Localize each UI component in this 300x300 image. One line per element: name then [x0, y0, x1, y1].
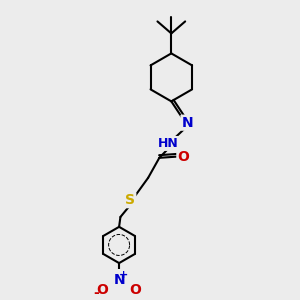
Text: O: O	[177, 149, 189, 164]
Text: N: N	[113, 273, 125, 286]
Text: O: O	[97, 283, 109, 297]
Text: O: O	[130, 283, 142, 297]
Text: +: +	[119, 270, 128, 280]
Text: -: -	[94, 286, 99, 300]
Text: S: S	[125, 193, 135, 207]
Text: N: N	[182, 116, 193, 130]
Text: HN: HN	[158, 137, 178, 150]
